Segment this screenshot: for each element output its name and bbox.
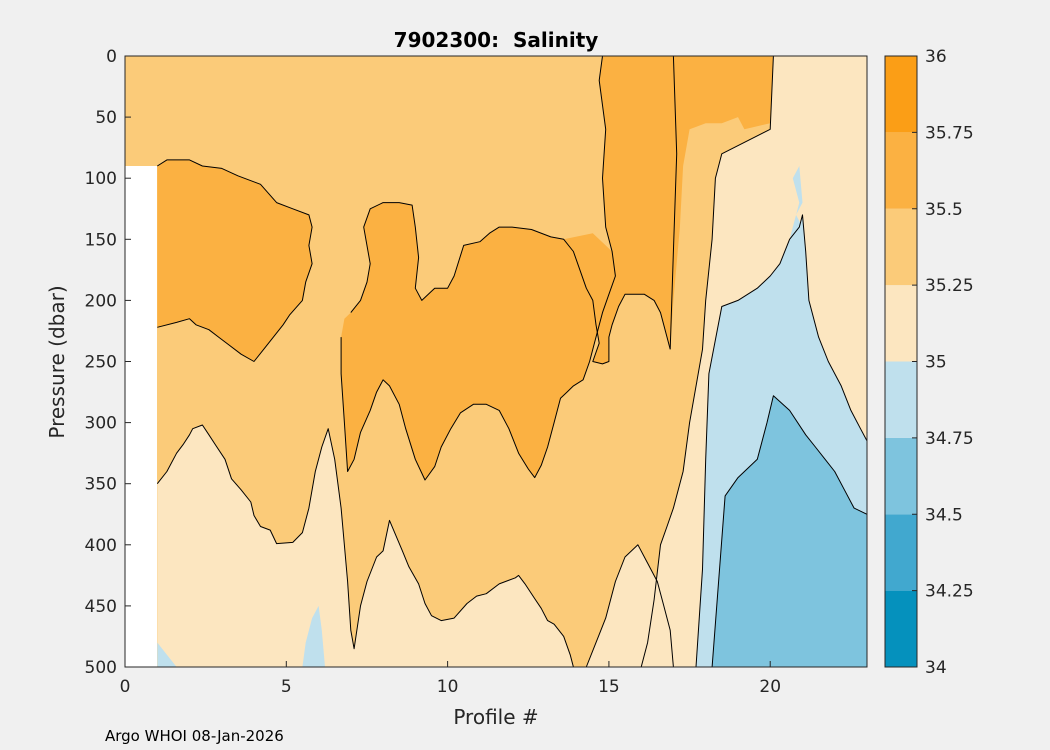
salinity-34.75-35-spike (302, 605, 325, 667)
contour-35-right (695, 214, 868, 668)
y-tick-label: 250 (85, 353, 117, 373)
salinity-34.75-35-left-sliver (157, 642, 177, 667)
colorbar-swatch (885, 132, 917, 209)
colorbar-tick-label: 34.25 (925, 582, 974, 602)
colorbar-tick-label: 35 (925, 353, 947, 373)
y-tick-label: 400 (85, 536, 117, 556)
salinity-35.5-35.75-tongue (563, 56, 677, 364)
colorbar-tick-label: 34.5 (925, 505, 963, 525)
footer-credit: Argo WHOI 08-Jan-2026 (105, 727, 284, 745)
colorbar (884, 55, 918, 668)
y-tick-label: 450 (85, 597, 117, 617)
x-tick-label: 0 (120, 677, 131, 697)
plot-area (124, 55, 868, 668)
contour-35.25-lower-right (585, 544, 674, 668)
contour-35.5-lower-center (340, 55, 616, 481)
x-tick-label: 5 (281, 677, 292, 697)
contour-35.5-left (157, 159, 313, 362)
colorbar-tick-label: 34.75 (925, 429, 974, 449)
contour-35.5-center (350, 202, 671, 365)
colorbar-tick-label: 35.25 (925, 276, 974, 296)
colorbar-ticks: 34 34.25 34.5 34.75 35 35.25 35.5 35.75 36 (912, 47, 974, 678)
colorbar-swatch (885, 514, 917, 591)
colorbar-swatch (885, 208, 917, 286)
colorbar-swatch (885, 285, 917, 362)
y-tick-label: 100 (85, 169, 117, 189)
contour-34.75-deep (711, 395, 868, 668)
y-axis-ticks: 0 50 100 150 200 250 300 350 400 450 500 (85, 47, 131, 678)
colorbar-swatch (885, 56, 917, 133)
x-axis-label: Profile # (453, 705, 538, 729)
salinity-34.75-35-plume (789, 166, 803, 240)
x-axis-ticks: 0 5 10 15 20 (120, 661, 781, 697)
salinity-35.5-35.75-core-left (157, 159, 313, 362)
colorbar-tick-label: 34 (925, 658, 947, 678)
y-tick-label: 50 (95, 108, 117, 128)
salinity-35-35.25-lower-left (157, 425, 574, 667)
x-tick-label: 20 (759, 677, 781, 697)
y-tick-label: 200 (85, 291, 117, 311)
contour-35.5-tongue-right (669, 55, 678, 350)
y-tick-label: 300 (85, 414, 117, 434)
y-tick-label: 150 (85, 230, 117, 250)
missing-data-gap (125, 166, 157, 667)
colorbar-tick-label: 35.5 (925, 200, 963, 220)
colorbar-swatch (885, 437, 917, 515)
colorbar-swatch (885, 361, 917, 438)
contour-lines (156, 55, 868, 668)
salinity-35-35.25-lower-right (586, 544, 674, 667)
y-tick-label: 350 (85, 475, 117, 495)
chart-title: 7902300: Salinity (394, 28, 599, 52)
x-tick-label: 10 (437, 677, 459, 697)
x-tick-label: 15 (598, 677, 620, 697)
colorbar-tick-label: 35.75 (925, 123, 974, 143)
contour-35.25-right (640, 55, 774, 668)
y-axis-label: Pressure (dbar) (45, 285, 69, 438)
y-tick-label: 500 (85, 658, 117, 678)
salinity-regions (125, 56, 867, 667)
y-tick-label: 0 (106, 47, 117, 67)
colorbar-tick-label: 36 (925, 47, 947, 67)
contour-35.25-lower (156, 424, 574, 668)
colorbar-swatch (885, 590, 917, 667)
